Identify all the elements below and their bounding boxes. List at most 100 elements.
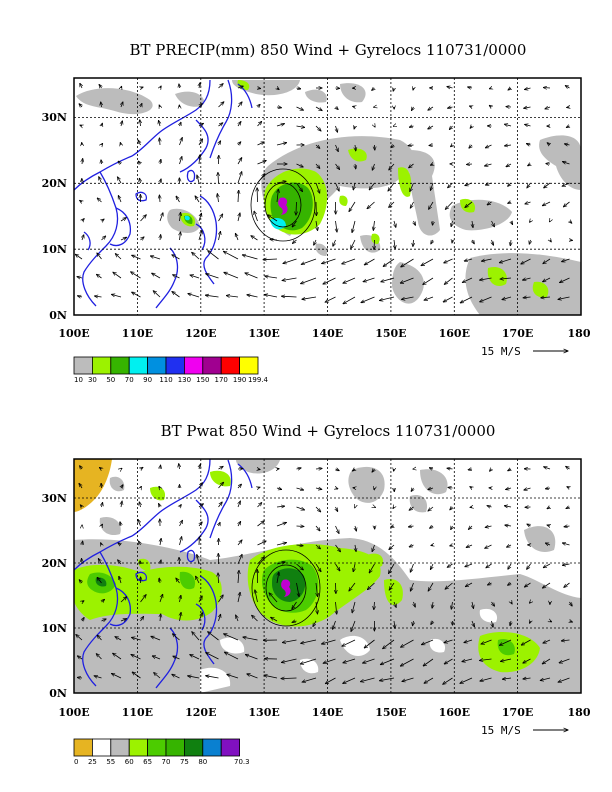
wind-vector <box>159 138 160 146</box>
wind-vector <box>506 164 512 167</box>
wind-vector <box>101 543 102 545</box>
colorbar-swatch <box>165 738 185 757</box>
wind-vector <box>481 639 492 644</box>
wind-vector <box>199 522 202 527</box>
pwat-panel-title: BT Pwat 850 Wind + Gyrelocs 110731/0000 <box>161 422 496 440</box>
colorbar-label: 75 <box>180 758 189 766</box>
wind-vector <box>524 582 531 587</box>
wind-vector <box>206 274 219 279</box>
wind-vector <box>452 240 453 243</box>
wind-vector <box>335 182 340 191</box>
wind-vector <box>258 469 261 470</box>
wind-vector <box>131 272 141 279</box>
pwat-x-tick-110e: 110E <box>122 706 153 719</box>
pwat-wind-vectors <box>76 464 573 685</box>
wind-vector <box>180 537 182 546</box>
pwat-x-tick-120e: 120E <box>185 706 216 719</box>
pwat-x-tick-180: 180 <box>568 706 591 719</box>
pwat-shading-dry <box>74 459 112 512</box>
wind-vector <box>283 258 297 264</box>
wind-vector <box>485 526 492 527</box>
wind-vector <box>560 277 570 283</box>
wind-vector <box>445 201 453 209</box>
wind-vector <box>413 88 414 90</box>
wind-vector <box>219 522 221 526</box>
wind-vector <box>466 545 473 548</box>
wind-vector <box>102 123 103 126</box>
wind-vector <box>198 139 203 146</box>
wind-vector <box>77 677 83 678</box>
wind-vector <box>132 637 141 641</box>
wind-vector <box>254 211 258 222</box>
wind-vector <box>508 88 511 90</box>
wind-vector <box>464 259 473 261</box>
wind-vector <box>115 254 122 260</box>
wind-vector <box>429 468 433 469</box>
wind-vector <box>141 486 142 488</box>
wind-vector <box>343 277 356 283</box>
wind-vector <box>160 465 161 470</box>
wind-vector <box>481 259 492 261</box>
wind-vector <box>296 106 304 110</box>
wind-vector <box>421 258 434 266</box>
wind-vector <box>566 466 570 469</box>
wind-vector <box>179 520 183 527</box>
wind-vector <box>394 220 396 227</box>
wind-vector <box>489 88 491 89</box>
pwat-panel: BT Pwat 850 Wind + Gyrelocs 110731/0000 <box>42 422 591 766</box>
wind-vector <box>511 602 512 604</box>
wind-vector <box>372 544 374 552</box>
wind-vector <box>391 526 394 527</box>
wind-vector <box>485 144 492 148</box>
wind-vector <box>97 635 102 641</box>
wind-vector <box>80 83 82 89</box>
wind-vector <box>218 123 223 126</box>
pwat-map-frame <box>73 458 582 694</box>
pwat-y-tick-20n: 20N <box>42 557 67 570</box>
wind-vector <box>224 272 239 279</box>
wind-vector <box>353 106 355 107</box>
colorbar-label: 30 <box>88 376 97 384</box>
wind-vector <box>563 162 570 164</box>
wind-vector <box>323 277 336 284</box>
wind-vector <box>447 468 453 469</box>
wind-vector <box>410 563 414 572</box>
wind-vector <box>82 601 84 602</box>
wind-vector <box>257 541 267 546</box>
wind-vector <box>141 616 144 622</box>
wind-vector <box>468 526 473 529</box>
wind-vector <box>80 200 82 202</box>
wind-vector <box>218 573 219 584</box>
colorbar-label: 0 <box>74 758 78 766</box>
colorbar-label: 50 <box>106 376 115 384</box>
wind-vector <box>80 125 82 126</box>
wind-vector <box>188 294 200 298</box>
wind-vector <box>485 164 492 166</box>
wind-vector <box>543 258 551 264</box>
wind-vector <box>199 104 202 108</box>
wind-vector <box>96 274 102 279</box>
wind-vector <box>150 256 161 260</box>
pwat-x-tick-150e: 150E <box>375 706 406 719</box>
wind-vector <box>101 619 107 621</box>
wind-vector <box>567 107 570 108</box>
wind-vector <box>393 507 394 509</box>
wind-vector <box>82 159 83 165</box>
wind-vector <box>192 632 200 641</box>
wind-vector <box>257 521 265 527</box>
wind-vector <box>217 194 218 203</box>
wind-vector <box>565 86 570 89</box>
wind-vector <box>323 658 336 663</box>
wind-vector <box>296 201 297 215</box>
colorbar-swatch <box>147 356 167 375</box>
wind-vector <box>172 292 180 298</box>
wind-vector <box>237 172 242 184</box>
wind-vector <box>257 503 262 508</box>
wind-vector <box>160 179 161 184</box>
wind-vector <box>449 125 452 130</box>
wind-vector <box>510 239 511 246</box>
wind-vector <box>208 251 219 260</box>
wind-vector <box>97 577 102 584</box>
wind-vector <box>218 502 223 508</box>
wind-vector <box>176 578 180 584</box>
